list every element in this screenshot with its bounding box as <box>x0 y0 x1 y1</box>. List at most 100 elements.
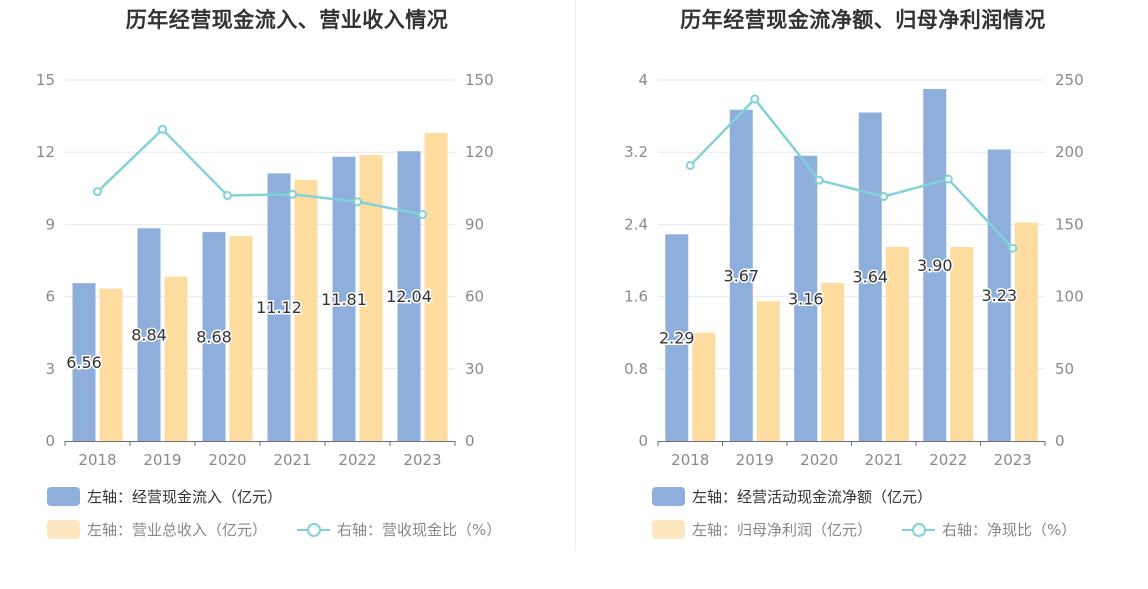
y-right-tick-label: 150 <box>465 71 494 89</box>
line-point <box>353 197 362 207</box>
data-label: 8.68 <box>196 328 232 347</box>
bar-net-cash-flow <box>794 155 818 441</box>
bar-net-cash-flow <box>665 234 689 441</box>
chart-panel-cash-inflow: 历年经营现金流入、营业收入情况 0 0 3 30 6 60 9 90 12 120 15 150 201… <box>36 8 501 540</box>
legend-label: 左轴：营业总收入（亿元） <box>87 521 268 539</box>
bar-net-profit <box>885 246 909 441</box>
data-label: 3.67 <box>723 266 759 285</box>
line-point <box>879 192 889 202</box>
legend-label: 右轴：营收现金比（%） <box>337 521 502 539</box>
legend-item-net-cash-ratio[interactable]: 右轴：净现比（%） <box>902 519 1076 540</box>
legend-label: 右轴：净现比（%） <box>942 521 1077 539</box>
y-left-tick-label: 2.4 <box>624 215 648 233</box>
bar-revenue <box>359 155 383 441</box>
y-left-tick-label: 0 <box>45 432 55 450</box>
y-left-tick-label: 0.8 <box>624 360 648 378</box>
bar-net-cash-flow <box>729 109 753 441</box>
bar-net-profit <box>1014 222 1038 441</box>
legend-label: 左轴：经营活动现金流净额（亿元） <box>692 488 933 506</box>
y-right-tick-label: 0 <box>465 432 475 450</box>
line-point <box>814 175 824 185</box>
y-left-tick-label: 12 <box>36 143 55 161</box>
bar-net-profit <box>821 283 845 441</box>
bar-cash-inflow <box>72 283 96 441</box>
x-tick-label: 2020 <box>800 451 838 469</box>
bar-revenue <box>99 288 123 441</box>
legend-item-revenue-cash-ratio[interactable]: 右轴：营收现金比（%） <box>297 519 501 540</box>
panel-divider <box>575 0 576 550</box>
x-tick-label: 2022 <box>929 451 967 469</box>
y-right-tick-label: 90 <box>465 215 484 233</box>
data-label: 3.23 <box>981 286 1017 305</box>
x-tick-label: 2023 <box>994 451 1032 469</box>
x-tick-label: 2021 <box>865 451 903 469</box>
legend-swatch-blue <box>652 487 685 506</box>
line-point <box>93 187 102 197</box>
legend-swatch-blue <box>47 487 80 506</box>
y-left-tick-label: 9 <box>45 215 55 233</box>
bar-net-cash-flow <box>987 149 1011 441</box>
bar-revenue <box>164 276 188 441</box>
chart-title: 历年经营现金流入、营业收入情况 <box>125 8 449 32</box>
bar-cash-inflow <box>397 151 421 441</box>
x-tick-label: 2021 <box>273 451 311 469</box>
legend-label: 左轴：归母净利润（亿元） <box>692 521 873 539</box>
legend-line-icon <box>902 520 935 539</box>
y-right-tick-label: 60 <box>465 288 484 306</box>
bar-net-cash-flow <box>923 89 947 442</box>
bar-revenue <box>424 132 448 442</box>
line-point <box>418 210 427 220</box>
x-tick-label: 2019 <box>736 451 774 469</box>
legend-line-icon <box>297 520 330 539</box>
cash-inflow-chart: 0 0 3 30 6 60 9 90 12 120 15 150 2018 2019 2020 2021 202… <box>36 71 494 469</box>
bar-revenue <box>229 236 253 441</box>
legend-swatch-yellow <box>47 520 80 539</box>
x-tick-label: 2023 <box>403 451 441 469</box>
legend-item-revenue[interactable]: 左轴：营业总收入（亿元） <box>47 519 267 540</box>
bar-cash-inflow <box>267 173 291 441</box>
y-left-tick-label: 0 <box>638 432 648 450</box>
y-right-tick-label: 250 <box>1055 71 1084 89</box>
line-point <box>943 174 953 184</box>
data-label: 11.81 <box>321 290 367 309</box>
series-line <box>689 97 1014 250</box>
data-label: 3.90 <box>917 256 953 275</box>
y-right-tick-label: 50 <box>1055 360 1074 378</box>
y-right-tick-label: 120 <box>465 143 494 161</box>
data-label: 8.84 <box>131 326 167 345</box>
legend-swatch-yellow <box>652 520 685 539</box>
data-label: 11.12 <box>256 298 302 317</box>
line-point <box>288 189 297 199</box>
legend-item-cash-inflow[interactable]: 左轴：经营现金流入（亿元） <box>47 486 282 507</box>
legend-item-net-cash-flow[interactable]: 左轴：经营活动现金流净额（亿元） <box>652 486 932 507</box>
x-tick-label: 2018 <box>78 451 116 469</box>
line-point <box>685 160 695 170</box>
data-label: 2.29 <box>659 329 695 348</box>
x-tick-label: 2022 <box>338 451 376 469</box>
line-point <box>750 94 760 104</box>
bar-revenue <box>294 179 318 442</box>
y-left-tick-label: 1.6 <box>624 288 648 306</box>
net-cash-flow-chart: 0 0 0.8 50 1.6 100 2.4 150 3.2 200 4 250 2018 2019 202… <box>624 71 1084 469</box>
bar-cash-inflow <box>202 232 226 441</box>
data-label: 3.64 <box>852 268 888 287</box>
line-point <box>1008 243 1018 253</box>
y-left-tick-label: 15 <box>36 71 55 89</box>
legend-label: 左轴：经营现金流入（亿元） <box>87 488 283 506</box>
bar-cash-inflow <box>137 228 161 441</box>
bar-net-profit <box>756 301 780 441</box>
legend-item-net-profit[interactable]: 左轴：归母净利润（亿元） <box>652 519 872 540</box>
y-left-tick-label: 3 <box>45 360 55 378</box>
y-right-tick-label: 30 <box>465 360 484 378</box>
y-right-tick-label: 100 <box>1055 288 1084 306</box>
x-tick-label: 2020 <box>208 451 246 469</box>
bar-cash-inflow <box>332 156 356 442</box>
data-label: 3.16 <box>788 289 824 308</box>
x-tick-label: 2019 <box>143 451 181 469</box>
series-line <box>96 127 423 216</box>
y-left-tick-label: 3.2 <box>624 143 648 161</box>
chart-title: 历年经营现金流净额、归母净利润情况 <box>680 8 1046 32</box>
chart-panel-net-cash-flow: 历年经营现金流净额、归母净利润情况 0 0 0.8 50 1.6 100 2.4 150 3.2… <box>576 0 1148 589</box>
y-right-tick-label: 200 <box>1055 143 1084 161</box>
